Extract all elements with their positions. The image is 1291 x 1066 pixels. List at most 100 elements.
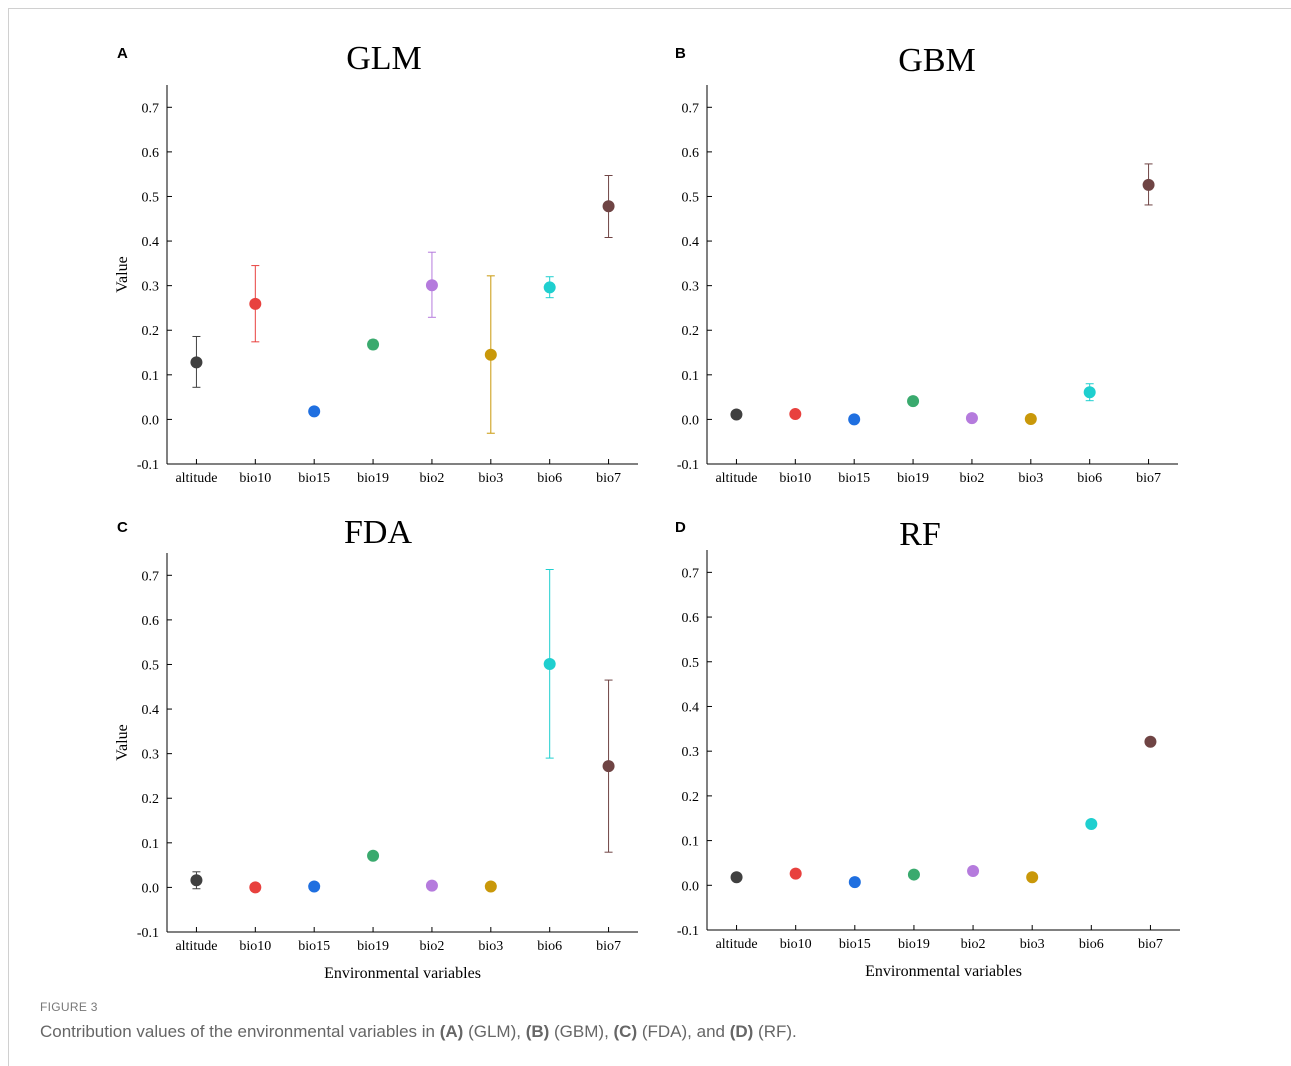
y-tick-label: 0.1	[682, 835, 700, 850]
data-point-bio3	[484, 348, 497, 361]
y-tick-label: 0.4	[682, 235, 700, 250]
panel-title: GLM	[346, 40, 422, 77]
y-tick-label: 0.4	[142, 235, 160, 250]
y-tick-label: 0.2	[142, 324, 160, 339]
data-point-altitude	[730, 408, 743, 421]
panel-title: FDA	[344, 514, 412, 551]
y-tick-label: 0.6	[682, 146, 700, 161]
x-tick-label: bio3	[478, 939, 503, 954]
data-point-bio19	[367, 338, 380, 351]
x-tick-label: bio7	[596, 939, 621, 954]
x-tick-label: bio7	[596, 471, 621, 486]
y-tick-label: 0.3	[142, 748, 160, 763]
data-point-bio15	[308, 405, 321, 418]
y-tick-label: 0.6	[142, 146, 160, 161]
x-tick-label: bio6	[537, 471, 562, 486]
caption-text-part: (FDA), and	[637, 1022, 730, 1041]
data-point-bio3	[1026, 871, 1039, 884]
x-tick-label: bio6	[537, 939, 562, 954]
panel-d: D RF -0.1 0.0 0.1 0.2 0.3 0.4 0.5 0.6 0.7 altitude b…	[675, 516, 1180, 980]
data-point-bio10	[249, 881, 262, 894]
x-tick-label: bio19	[897, 471, 929, 486]
caption-panel-ref: (B)	[525, 1022, 550, 1041]
panel-letter: D	[675, 519, 686, 536]
figure-label: FIGURE 3	[40, 1000, 98, 1014]
data-point-bio2	[425, 879, 438, 892]
data-point-bio6	[1085, 818, 1098, 831]
y-tick-label: 0.0	[142, 413, 160, 428]
y-tick-label: 0.7	[682, 101, 700, 116]
data-point-bio15	[308, 880, 321, 893]
y-tick-label: 0.7	[682, 566, 700, 581]
data-point-altitude	[190, 356, 203, 369]
y-axis-label: Value	[114, 724, 131, 760]
x-tick-label: bio15	[839, 937, 871, 952]
y-tick-label: -0.1	[137, 926, 159, 941]
data-point-bio10	[249, 297, 262, 310]
x-tick-label: altitude	[175, 939, 217, 954]
figure-frame	[8, 8, 1291, 1066]
y-tick-label: -0.1	[677, 458, 699, 473]
x-tick-label: altitude	[716, 937, 758, 952]
y-tick-label: 0.1	[142, 369, 160, 384]
figure-caption: FIGURE 3 Contribution values of the envi…	[40, 1000, 1260, 1042]
panel-b: B GBM -0.1 0.0 0.1 0.2 0.3 0.4 0.5 0.6 0.7 altitude…	[675, 42, 1178, 486]
panel-letter: A	[117, 45, 128, 62]
y-tick-label: 0.3	[142, 280, 160, 295]
x-tick-label: bio19	[357, 939, 389, 954]
x-tick-label: altitude	[715, 471, 757, 486]
y-tick-label: 0.6	[682, 611, 700, 626]
y-tick-label: 0.1	[142, 837, 160, 852]
panel-c: C FDA -0.1 0.0 0.1 0.2 0.3 0.4 0.5 0.6 0.7 altitude…	[114, 514, 638, 982]
x-tick-label: bio2	[419, 471, 444, 486]
data-point-bio7	[1142, 178, 1155, 191]
caption-text-part: (RF).	[753, 1022, 797, 1041]
data-point-bio19	[907, 395, 920, 408]
y-axis-label: Value	[114, 256, 131, 292]
caption-text-part: Contribution values of the environmental…	[40, 1022, 440, 1041]
x-tick-label: bio15	[838, 471, 870, 486]
x-tick-label: bio10	[239, 939, 271, 954]
data-point-bio15	[848, 413, 861, 426]
data-point-bio10	[789, 867, 802, 880]
data-point-bio10	[789, 408, 802, 421]
data-point-bio6	[1083, 386, 1096, 399]
x-tick-label: bio19	[357, 471, 389, 486]
x-tick-label: bio2	[961, 937, 986, 952]
data-point-bio7	[602, 200, 615, 213]
y-tick-label: 0.4	[682, 700, 700, 715]
x-tick-label: bio6	[1077, 471, 1102, 486]
x-tick-label: altitude	[175, 471, 217, 486]
data-point-bio6	[543, 658, 556, 671]
caption-panel-ref: (C)	[613, 1022, 638, 1041]
caption-text: Contribution values of the environmental…	[40, 1022, 1260, 1042]
x-tick-label: bio10	[239, 471, 271, 486]
y-tick-label: 0.5	[142, 658, 160, 673]
data-point-bio2	[425, 279, 438, 292]
y-tick-label: 0.0	[142, 881, 160, 896]
y-tick-label: 0.4	[142, 703, 160, 718]
data-point-bio2	[967, 864, 980, 877]
data-point-bio19	[907, 868, 920, 881]
y-tick-label: -0.1	[677, 924, 699, 939]
panel-letter: B	[675, 45, 686, 62]
x-tick-label: bio15	[298, 471, 330, 486]
y-tick-label: 0.2	[682, 790, 700, 805]
panel-a: A GLM -0.1 0.0 0.1 0.2 0.3 0.4 0.5 0.6 0.7 altitude…	[114, 40, 638, 486]
y-tick-label: 0.7	[142, 101, 160, 116]
x-tick-label: bio2	[959, 471, 984, 486]
x-tick-label: bio2	[419, 939, 444, 954]
y-tick-label: 0.2	[682, 324, 700, 339]
x-tick-label: bio10	[779, 471, 811, 486]
y-tick-label: 0.7	[142, 569, 160, 584]
y-tick-label: 0.0	[682, 879, 700, 894]
y-tick-label: 0.5	[682, 656, 700, 671]
panel-title: RF	[899, 516, 941, 553]
data-point-altitude	[190, 874, 203, 887]
y-tick-label: 0.3	[682, 280, 700, 295]
data-point-bio3	[484, 880, 497, 893]
data-point-bio19	[367, 849, 380, 862]
x-tick-label: bio6	[1079, 937, 1104, 952]
panel-letter: C	[117, 519, 128, 536]
x-tick-label: bio3	[478, 471, 503, 486]
